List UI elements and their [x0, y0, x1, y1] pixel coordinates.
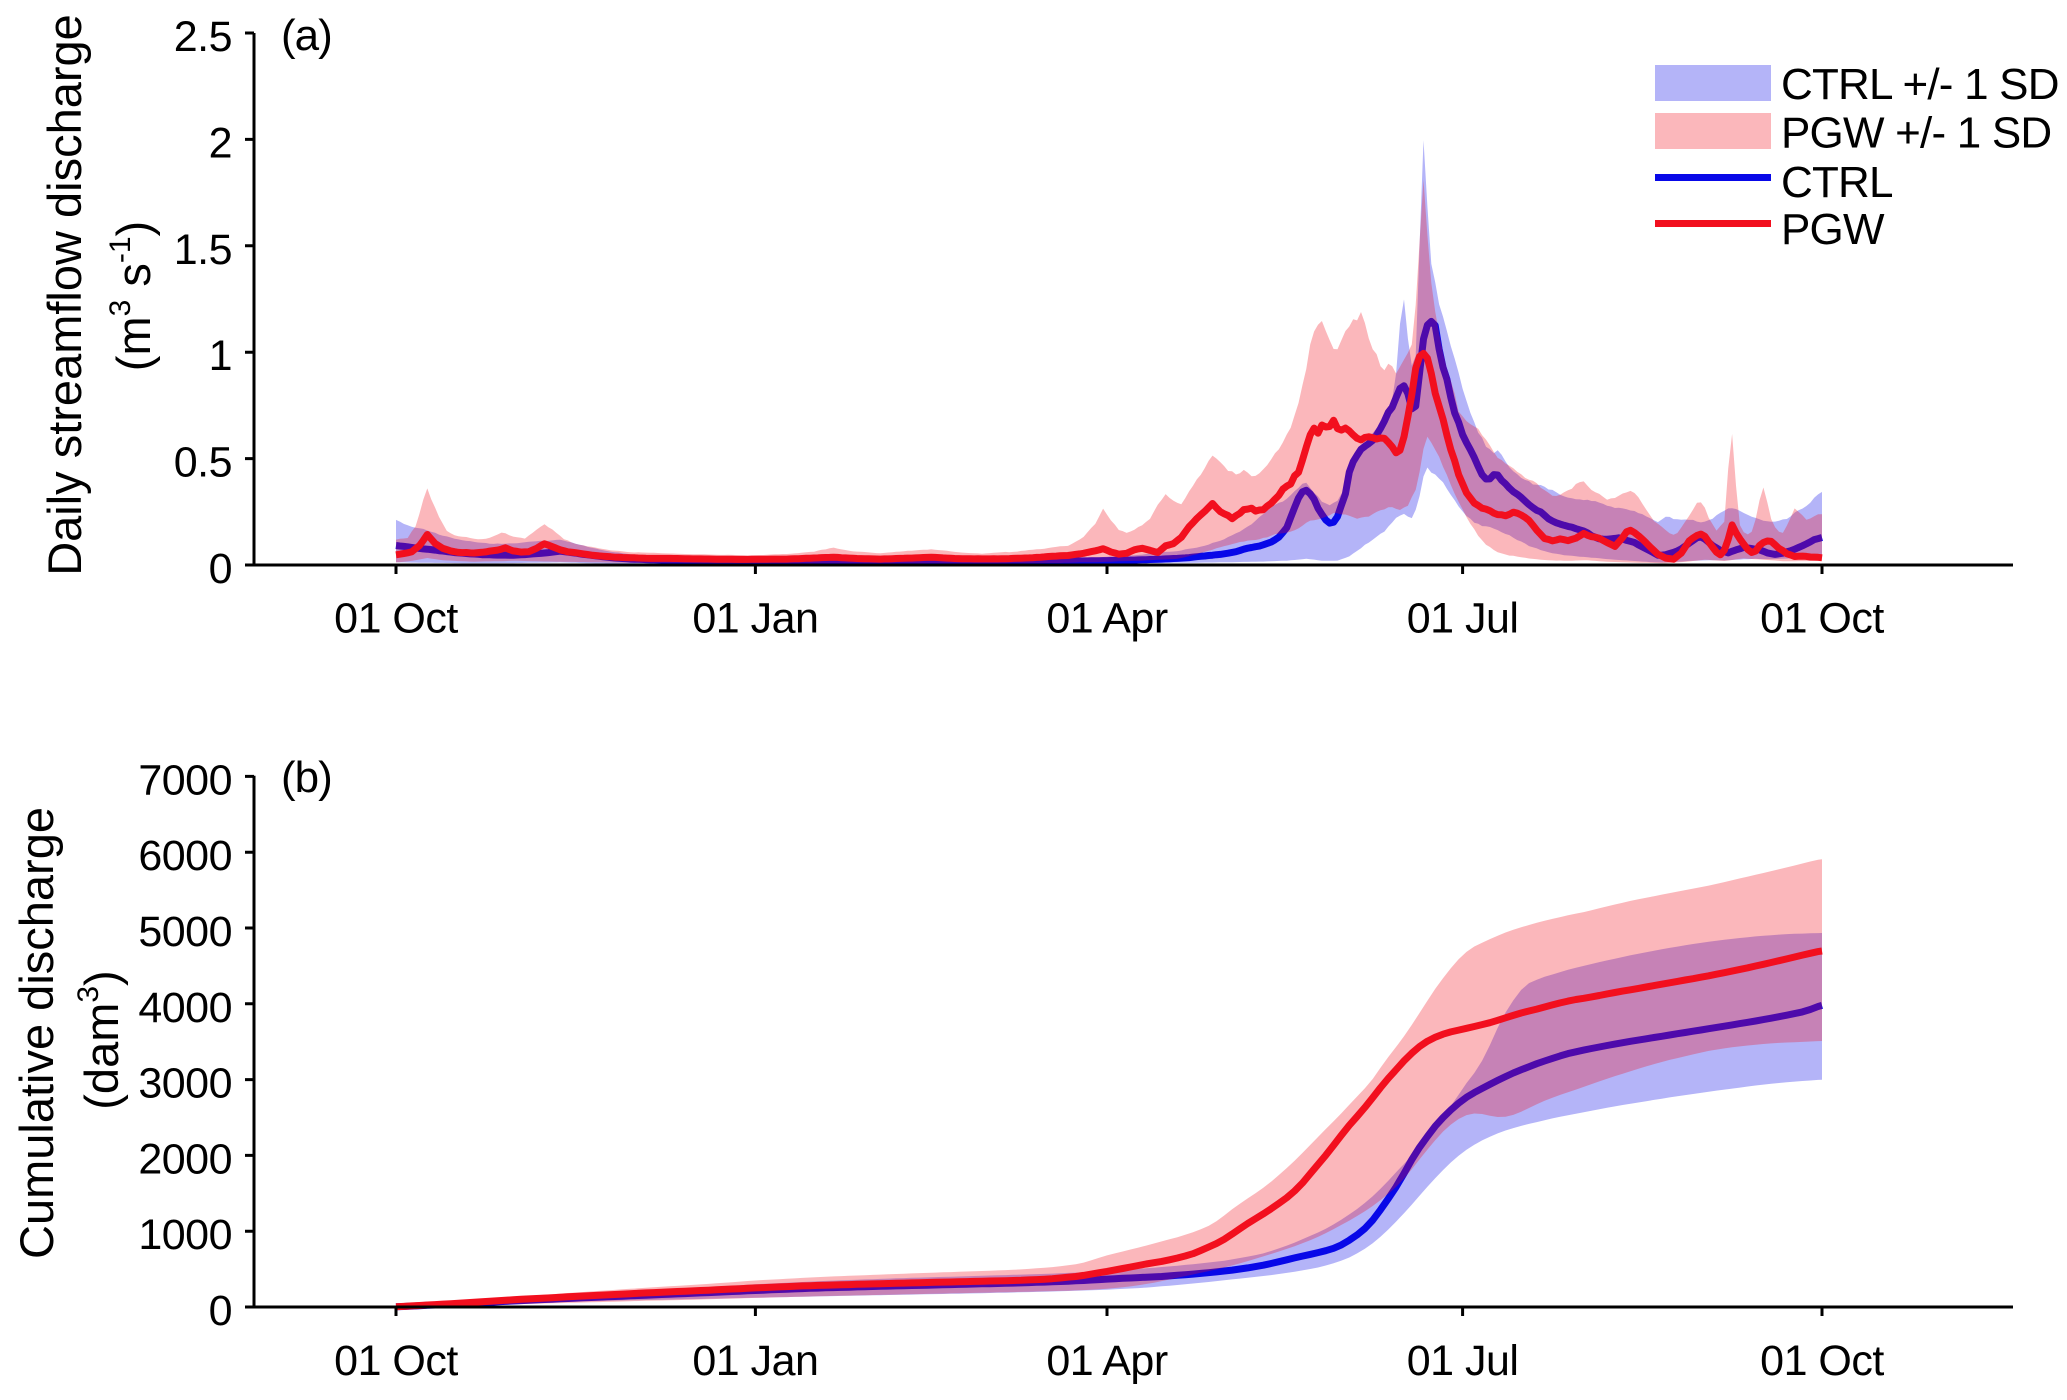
svg-text:1000: 1000 [138, 1211, 232, 1259]
svg-text:0: 0 [209, 1287, 232, 1335]
svg-text:01 Jul: 01 Jul [1407, 595, 1519, 643]
svg-text:7000: 7000 [138, 756, 232, 804]
svg-text:CTRL: CTRL [1781, 158, 1893, 207]
svg-text:01 Oct: 01 Oct [334, 1337, 458, 1385]
svg-text:CTRL +/- 1 SD: CTRL +/- 1 SD [1781, 60, 2059, 109]
svg-text:1: 1 [209, 332, 232, 380]
svg-text:2.5: 2.5 [174, 13, 232, 61]
svg-text:(b): (b) [281, 753, 332, 802]
svg-text:2000: 2000 [138, 1135, 232, 1183]
svg-text:01 Jul: 01 Jul [1407, 1337, 1519, 1385]
svg-text:2: 2 [209, 119, 232, 167]
svg-text:5000: 5000 [138, 908, 232, 956]
svg-text:01 Apr: 01 Apr [1046, 595, 1167, 643]
svg-text:01 Oct: 01 Oct [334, 595, 458, 643]
svg-text:1.5: 1.5 [174, 226, 232, 274]
svg-text:Daily streamflow discharge: Daily streamflow discharge [38, 14, 91, 576]
svg-text:01 Jan: 01 Jan [692, 1337, 818, 1385]
svg-text:(a): (a) [281, 11, 332, 60]
svg-text:0: 0 [209, 545, 232, 593]
svg-text:01 Oct: 01 Oct [1760, 595, 1884, 643]
svg-text:01 Apr: 01 Apr [1046, 1337, 1167, 1385]
svg-text:4000: 4000 [138, 984, 232, 1032]
svg-text:PGW: PGW [1781, 205, 1885, 254]
svg-text:0.5: 0.5 [174, 439, 232, 487]
svg-text:6000: 6000 [138, 832, 232, 880]
svg-text:PGW +/- 1 SD: PGW +/- 1 SD [1781, 109, 2051, 158]
svg-text:01 Oct: 01 Oct [1760, 1337, 1884, 1385]
svg-text:3000: 3000 [138, 1060, 232, 1108]
svg-text:Cumulative discharge: Cumulative discharge [10, 807, 63, 1259]
svg-text:01 Jan: 01 Jan [692, 595, 818, 643]
